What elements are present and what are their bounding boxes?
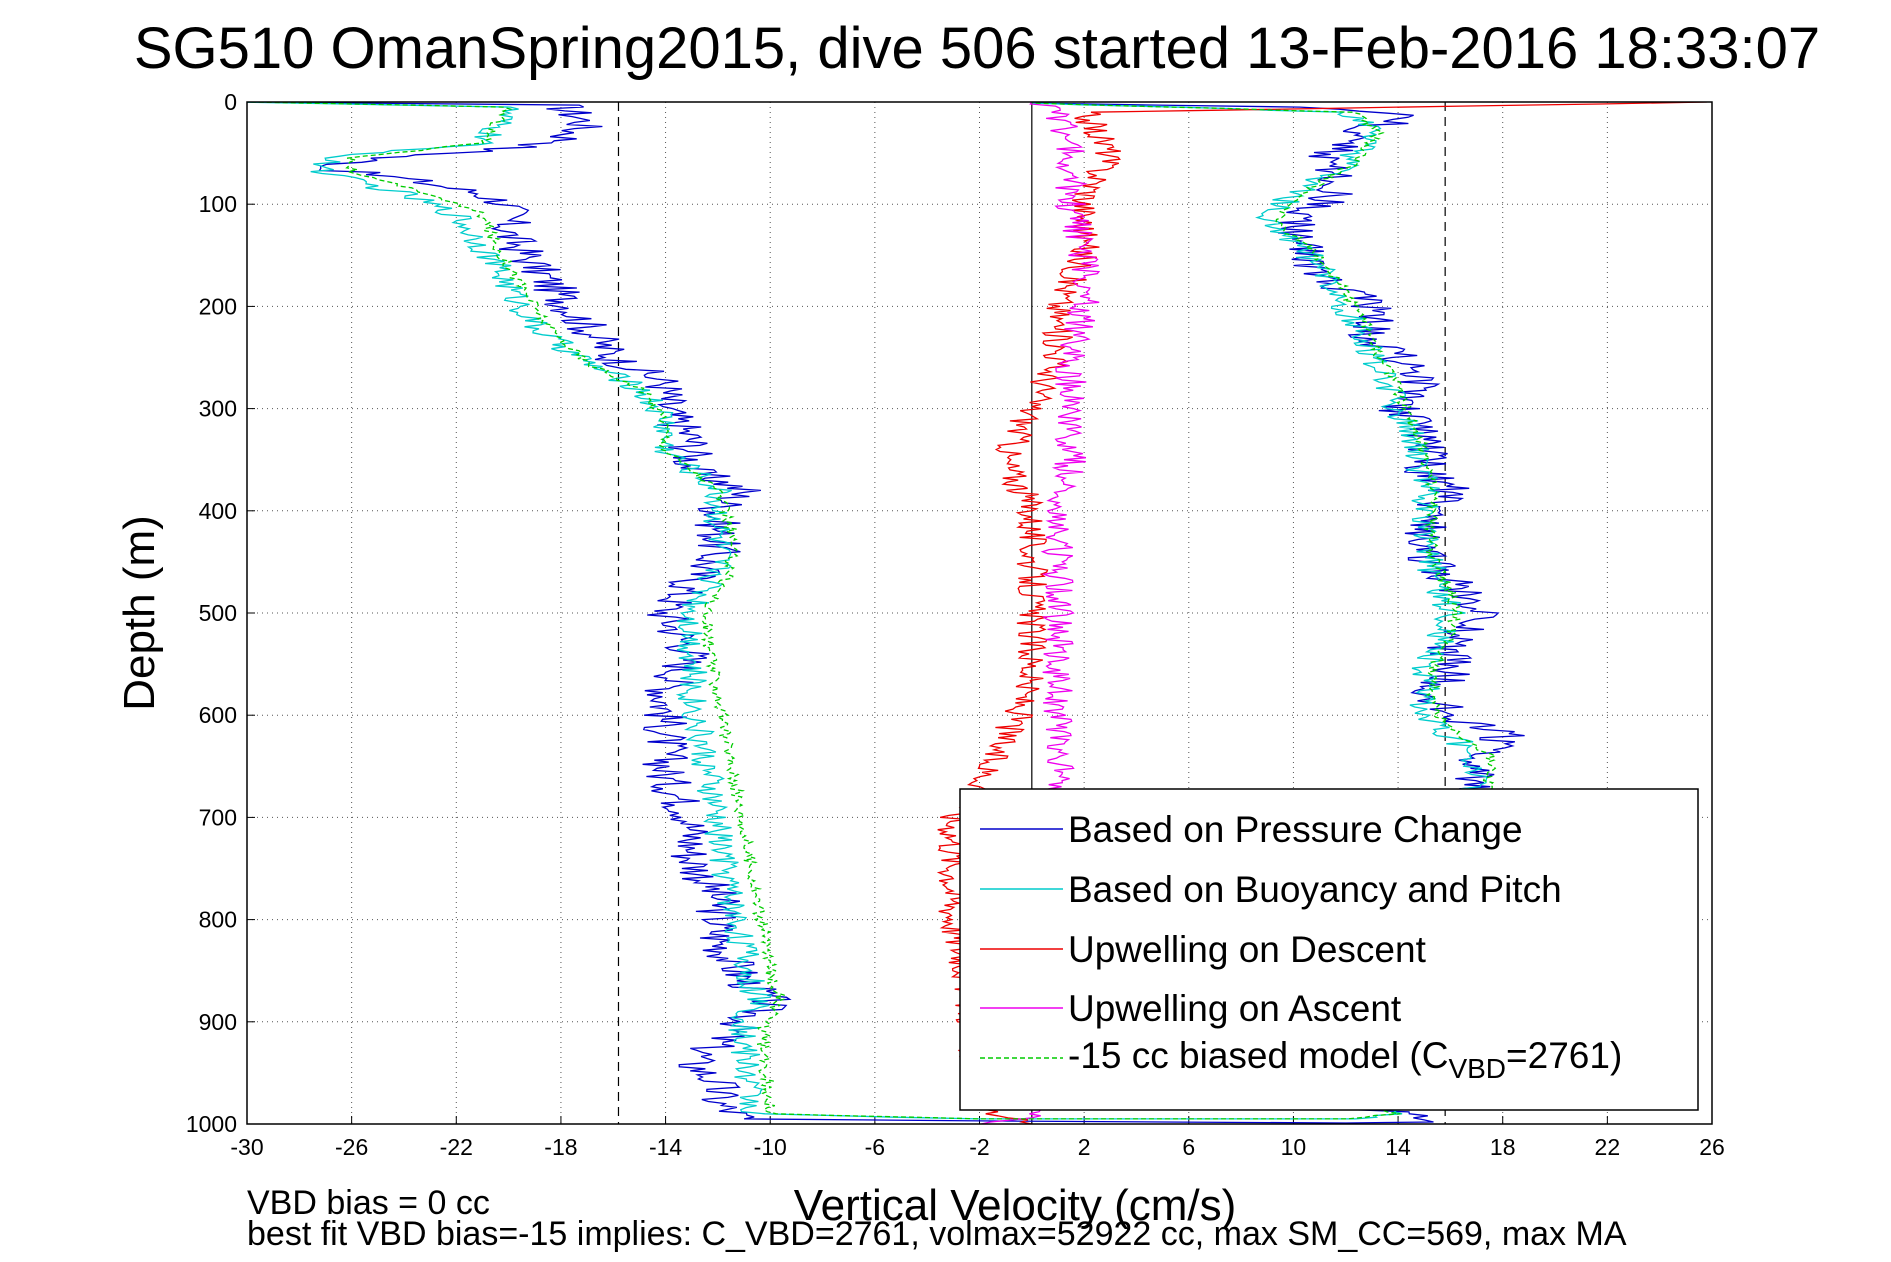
y-tick-label: 1000 xyxy=(186,1111,237,1137)
x-tick-label: -2 xyxy=(969,1134,989,1160)
legend-box xyxy=(959,788,1699,1111)
y-axis-label: Depth (m) xyxy=(115,515,164,711)
x-tick-label: -10 xyxy=(754,1134,787,1160)
y-tick-label: 200 xyxy=(199,293,237,319)
x-tick-label: -6 xyxy=(865,1134,885,1160)
series-line xyxy=(936,102,1707,1124)
vbd-bias-note: VBD bias = 0 cc xyxy=(247,1184,490,1222)
legend-label-descent: Upwelling on Descent xyxy=(1068,929,1427,970)
y-tick-label: 400 xyxy=(199,498,237,524)
legend: Based on Pressure Change Based on Buoyan… xyxy=(959,788,1699,1111)
x-tick-label: -22 xyxy=(440,1134,473,1160)
series-line xyxy=(250,102,1498,1120)
y-tick-label: 600 xyxy=(199,702,237,728)
x-tick-label: 2 xyxy=(1078,1134,1091,1160)
x-tick-label: 14 xyxy=(1385,1134,1411,1160)
y-tick-labels: 0 100 200 300 400 500 600 700 800 900 1000 xyxy=(186,89,237,1137)
y-tick-label: 500 xyxy=(199,600,237,626)
x-tick-label: 6 xyxy=(1182,1134,1195,1160)
y-tick-label: 300 xyxy=(199,396,237,422)
legend-label-model: -15 cc biased model (CVBD=2761) xyxy=(1068,1035,1622,1084)
legend-label-buoyancy: Based on Buoyancy and Pitch xyxy=(1068,869,1562,910)
legend-model-prefix: -15 cc biased model (C xyxy=(1068,1035,1448,1076)
plot-frame xyxy=(246,101,1713,1125)
y-tick-label: 900 xyxy=(199,1009,237,1035)
y-tick-label: 800 xyxy=(199,907,237,933)
x-tick-label: 18 xyxy=(1490,1134,1516,1160)
y-tick-label: 100 xyxy=(199,191,237,217)
legend-model-subscript: VBD xyxy=(1448,1053,1506,1084)
legend-label-pressure: Based on Pressure Change xyxy=(1068,809,1523,850)
series-line xyxy=(247,102,1525,1124)
x-tick-label: 26 xyxy=(1699,1134,1725,1160)
x-tick-label: 10 xyxy=(1281,1134,1307,1160)
x-tick-label: -18 xyxy=(544,1134,577,1160)
x-tick-label: -30 xyxy=(230,1134,263,1160)
legend-model-suffix: =2761) xyxy=(1506,1035,1622,1076)
x-tick-label: -14 xyxy=(649,1134,682,1160)
x-tick-label: 22 xyxy=(1595,1134,1621,1160)
x-tick-labels: -30 -26 -22 -18 -14 -10 -6 -2 2 6 10 14 18 22 26 xyxy=(230,1134,1724,1160)
x-axis-label: Vertical Velocity (cm/s) xyxy=(794,1181,1237,1230)
y-tick-label: 0 xyxy=(224,89,237,115)
y-tick-label: 700 xyxy=(199,804,237,830)
chart-title: SG510 OmanSpring2015, dive 506 started 1… xyxy=(134,16,1820,81)
legend-samples xyxy=(980,828,1063,1059)
best-fit-note: best fit VBD bias=-15 implies: C_VBD=276… xyxy=(247,1215,1627,1253)
legend-label-ascent: Upwelling on Ascent xyxy=(1068,988,1402,1029)
x-tick-label: -26 xyxy=(335,1134,368,1160)
